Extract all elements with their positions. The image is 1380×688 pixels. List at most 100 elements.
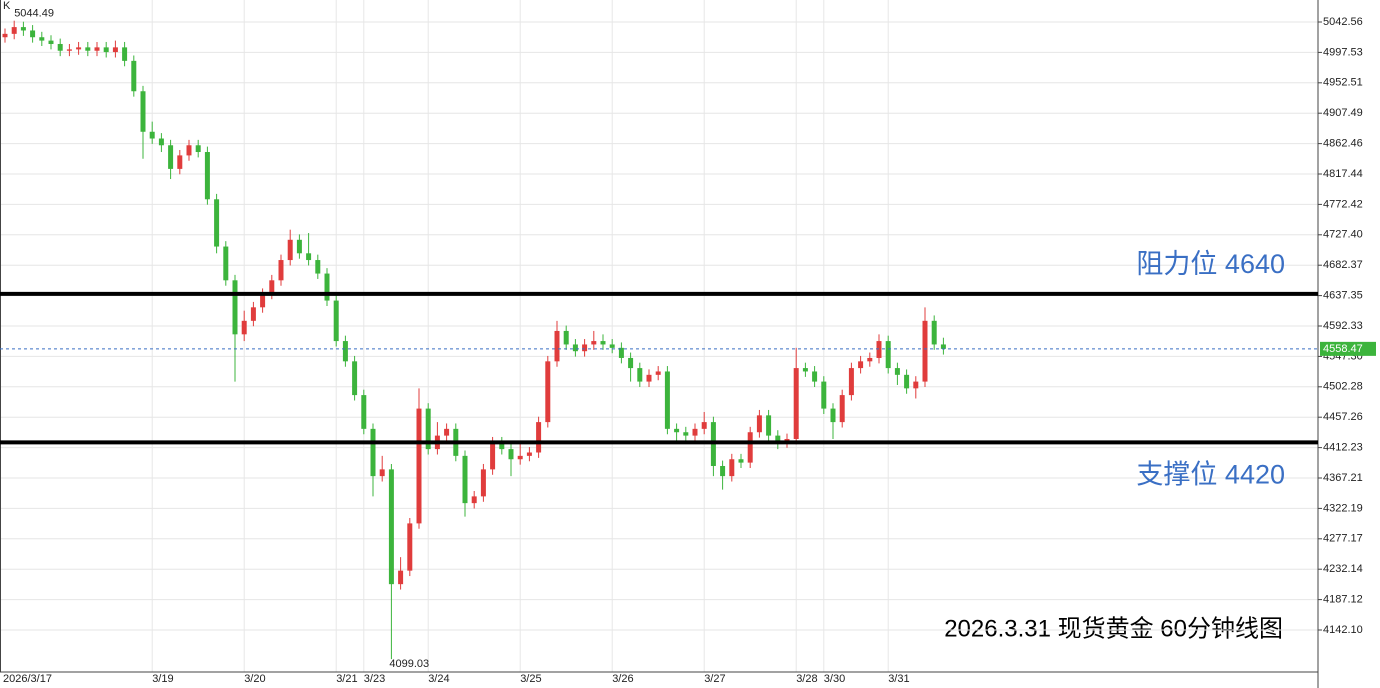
y-tick-label: 4232.14: [1323, 563, 1363, 575]
y-tick-label: 4997.53: [1323, 46, 1363, 58]
y-tick-label: 4637.35: [1323, 290, 1363, 302]
y-tick-label: 4322.19: [1323, 502, 1363, 514]
candle-body: [738, 459, 744, 463]
candle-body: [11, 27, 17, 34]
x-tick-label: 3/30: [824, 673, 845, 685]
candle-body: [66, 49, 72, 51]
candle-body: [508, 449, 514, 460]
max-label: 5044.49: [14, 8, 54, 20]
y-tick-label: 4367.21: [1323, 472, 1363, 484]
candle-body: [2, 33, 8, 38]
candle-body: [444, 428, 450, 436]
x-tick-label: 3/26: [612, 673, 633, 685]
candle-body: [637, 368, 643, 382]
y-tick-label: 4727.40: [1323, 229, 1363, 241]
y-tick-label: 4907.49: [1323, 107, 1363, 119]
y-tick-label: 4862.46: [1323, 138, 1363, 150]
candle-body: [480, 469, 486, 497]
candle-body: [269, 280, 275, 294]
candle-body: [48, 40, 54, 44]
candle-body: [122, 47, 128, 61]
candle-body: [554, 330, 560, 362]
min-label: 4099.03: [389, 658, 429, 670]
candle-body: [766, 415, 772, 436]
candle-body: [315, 260, 321, 274]
x-tick-label: 3/28: [796, 673, 817, 685]
candle-body: [536, 422, 542, 453]
candle-body: [352, 361, 358, 396]
candle-body: [76, 47, 82, 50]
candle-body: [195, 145, 201, 153]
candle-body: [582, 344, 588, 352]
candle-body: [416, 408, 422, 524]
candle-body: [158, 138, 164, 146]
candle-body: [839, 395, 845, 423]
candle-body: [894, 368, 900, 375]
candle-body: [545, 361, 551, 423]
candle-body: [250, 307, 256, 321]
candle-body: [168, 145, 174, 169]
candle-body: [802, 368, 808, 372]
candle-body: [793, 368, 799, 439]
candle-body: [885, 341, 891, 369]
candle-body: [20, 27, 26, 31]
x-tick-label: 3/20: [244, 673, 265, 685]
x-tick-label: 3/24: [428, 673, 449, 685]
x-tick-label: 3/19: [152, 673, 173, 685]
candle-body: [876, 341, 882, 358]
candle-body: [462, 455, 468, 504]
candle-body: [729, 459, 735, 477]
last-price-label: 4558.47: [1323, 343, 1363, 355]
candle-body: [931, 320, 937, 345]
y-tick-label: 4457.26: [1323, 411, 1363, 423]
y-tick-label: 4277.17: [1323, 533, 1363, 545]
candle-body: [342, 341, 348, 362]
candle-body: [177, 155, 183, 169]
candle-body: [674, 428, 680, 433]
candle-body: [618, 347, 624, 358]
level-label: 阻力位 4640: [1136, 249, 1285, 279]
candle-body: [628, 357, 634, 369]
x-tick-label: 2026/3/17: [3, 673, 52, 685]
candle-body: [913, 381, 919, 389]
candle-body: [812, 371, 818, 382]
candle-body: [407, 523, 413, 571]
candle-body: [591, 341, 597, 345]
candle-body: [398, 570, 404, 585]
candle-body: [306, 253, 312, 261]
candle-body: [830, 408, 836, 423]
candle-body: [756, 415, 762, 433]
candle-body: [85, 47, 91, 51]
candle-body: [370, 428, 376, 477]
y-tick-label: 4187.12: [1323, 594, 1363, 606]
x-tick-label: 3/25: [520, 673, 541, 685]
candle-body: [204, 152, 210, 200]
y-tick-label: 4412.23: [1323, 442, 1363, 454]
candle-body: [471, 496, 477, 504]
candle-body: [821, 381, 827, 409]
candle-body: [867, 357, 873, 362]
candle-body: [103, 47, 109, 53]
x-tick-label: 3/31: [888, 673, 909, 685]
candle-body: [720, 465, 726, 477]
y-tick-label: 4682.37: [1323, 259, 1363, 271]
candle-body: [848, 368, 854, 396]
y-tick-label: 4142.10: [1323, 624, 1363, 636]
candle-body: [692, 428, 698, 436]
candle-body: [214, 199, 220, 247]
candle-body: [186, 145, 192, 156]
candle-body: [260, 293, 266, 308]
candle-body: [499, 442, 505, 450]
candle-body: [490, 442, 496, 470]
candle-body: [94, 47, 100, 51]
candle-body: [379, 469, 385, 477]
y-tick-label: 4502.28: [1323, 381, 1363, 393]
candle-body: [241, 320, 247, 335]
y-tick-label: 5042.56: [1323, 16, 1363, 28]
candle-body: [39, 37, 45, 41]
candle-body: [600, 341, 606, 345]
candle-body: [940, 344, 946, 349]
candle-body: [30, 30, 36, 38]
candle-body: [425, 408, 431, 450]
